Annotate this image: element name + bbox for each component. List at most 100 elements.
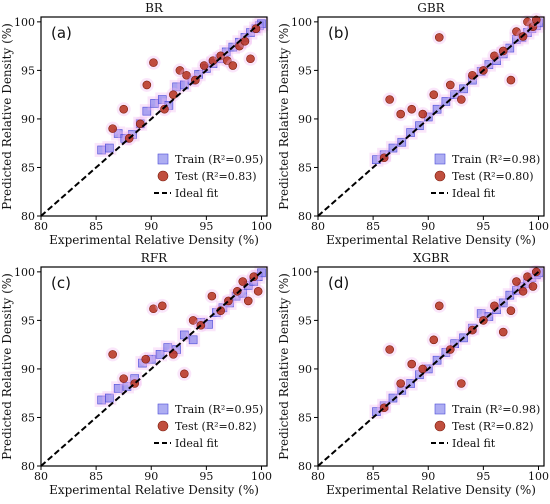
x-tick-label: 95 xyxy=(199,470,213,483)
y-tick-label: 100 xyxy=(291,266,312,279)
test-point xyxy=(523,17,532,27)
test-point xyxy=(531,267,541,277)
test-point xyxy=(434,301,444,311)
test-point xyxy=(457,95,466,104)
y-tick-label: 80 xyxy=(21,460,35,473)
train-point xyxy=(105,143,114,153)
y-tick-label: 90 xyxy=(21,113,35,126)
test-point xyxy=(498,46,508,56)
test-point xyxy=(396,379,405,388)
legend-train-label: Train (R²=0.98) xyxy=(452,153,540,166)
test-point xyxy=(108,350,117,359)
ideal-fit-line xyxy=(40,21,263,217)
y-tick-label: 100 xyxy=(14,266,35,279)
y-tick-label: 90 xyxy=(298,363,312,376)
test-point xyxy=(498,327,508,337)
legend-ideal-label: Ideal fit xyxy=(452,187,496,200)
x-axis-label: Experimental Relative Density (%) xyxy=(49,233,259,247)
train-point xyxy=(188,335,198,345)
x-tick-label: 90 xyxy=(144,470,158,483)
legend-train-marker xyxy=(434,153,446,165)
train-point xyxy=(450,339,460,348)
test-point xyxy=(407,104,417,114)
test-point xyxy=(512,277,521,286)
y-tick-label: 80 xyxy=(298,210,312,223)
train-point xyxy=(441,97,451,106)
test-point xyxy=(506,75,516,85)
test-point xyxy=(238,277,248,286)
test-point xyxy=(243,296,253,306)
legend-train-label: Train (R²=0.95) xyxy=(175,153,263,166)
y-tick-label: 95 xyxy=(21,64,35,77)
test-point xyxy=(149,304,158,314)
test-point xyxy=(385,345,394,354)
test-point xyxy=(175,66,185,75)
test-point xyxy=(407,359,417,369)
legend-ideal-label: Ideal fit xyxy=(175,187,219,200)
x-tick-label: 90 xyxy=(421,470,435,483)
test-point xyxy=(246,54,255,64)
x-tick-label: 95 xyxy=(476,220,490,233)
x-axis-label: Experimental Relative Density (%) xyxy=(49,483,259,497)
ideal-fit-line xyxy=(40,271,263,467)
train-point xyxy=(113,384,123,393)
test-point xyxy=(251,24,261,33)
test-point xyxy=(253,286,263,296)
y-tick-label: 100 xyxy=(14,16,35,29)
panel-label: (a) xyxy=(51,24,72,42)
train-point xyxy=(505,290,515,300)
y-tick-label: 95 xyxy=(21,314,35,327)
x-tick-label: 95 xyxy=(199,220,213,233)
x-tick-label: 85 xyxy=(89,470,103,483)
test-point xyxy=(457,379,466,388)
test-point xyxy=(249,272,259,282)
x-tick-label: 100 xyxy=(251,220,272,233)
train-point xyxy=(388,393,398,403)
panel-label: (b) xyxy=(328,24,349,42)
y-axis-label: Predicted Relative Density (%) xyxy=(0,273,14,460)
test-point xyxy=(168,90,178,99)
x-axis-label: Experimental Relative Density (%) xyxy=(326,483,536,497)
legend-test-marker xyxy=(434,170,446,182)
legend-train-label: Train (R²=0.98) xyxy=(452,403,540,416)
panel-title: XGBR xyxy=(413,251,450,265)
x-tick-label: 85 xyxy=(366,220,380,233)
train-point xyxy=(432,355,442,365)
legend: Train (R²=0.95) Test (R²=0.83) Ideal fit xyxy=(154,153,263,200)
plot-frame xyxy=(317,266,545,467)
test-point xyxy=(188,316,198,325)
legend-ideal-label: Ideal fit xyxy=(452,437,496,450)
test-point xyxy=(207,291,217,301)
train-point xyxy=(142,106,152,116)
x-tick-label: 85 xyxy=(89,220,103,233)
test-point xyxy=(429,335,439,345)
legend-test-label: Test (R²=0.82) xyxy=(175,420,257,433)
plot-frame xyxy=(40,16,268,217)
plot-frame xyxy=(40,266,268,467)
panel-label: (c) xyxy=(51,274,71,292)
y-tick-label: 85 xyxy=(21,161,35,174)
y-axis-label: Predicted Relative Density (%) xyxy=(277,273,291,460)
x-tick-label: 80 xyxy=(34,470,48,483)
test-point xyxy=(141,354,151,364)
test-point xyxy=(142,80,152,90)
train-point xyxy=(257,19,266,29)
y-tick-label: 80 xyxy=(21,210,35,223)
test-point xyxy=(240,36,250,46)
panel-title: GBR xyxy=(417,1,445,15)
y-axis-label: Predicted Relative Density (%) xyxy=(0,23,14,210)
train-point xyxy=(105,393,114,403)
test-point xyxy=(108,124,117,133)
test-point xyxy=(528,282,538,291)
panel-title: BR xyxy=(145,1,164,15)
train-point xyxy=(388,143,398,153)
y-tick-label: 100 xyxy=(291,16,312,29)
y-tick-label: 95 xyxy=(298,64,312,77)
x-tick-label: 80 xyxy=(311,470,325,483)
test-point xyxy=(157,301,167,311)
train-point xyxy=(163,343,173,352)
